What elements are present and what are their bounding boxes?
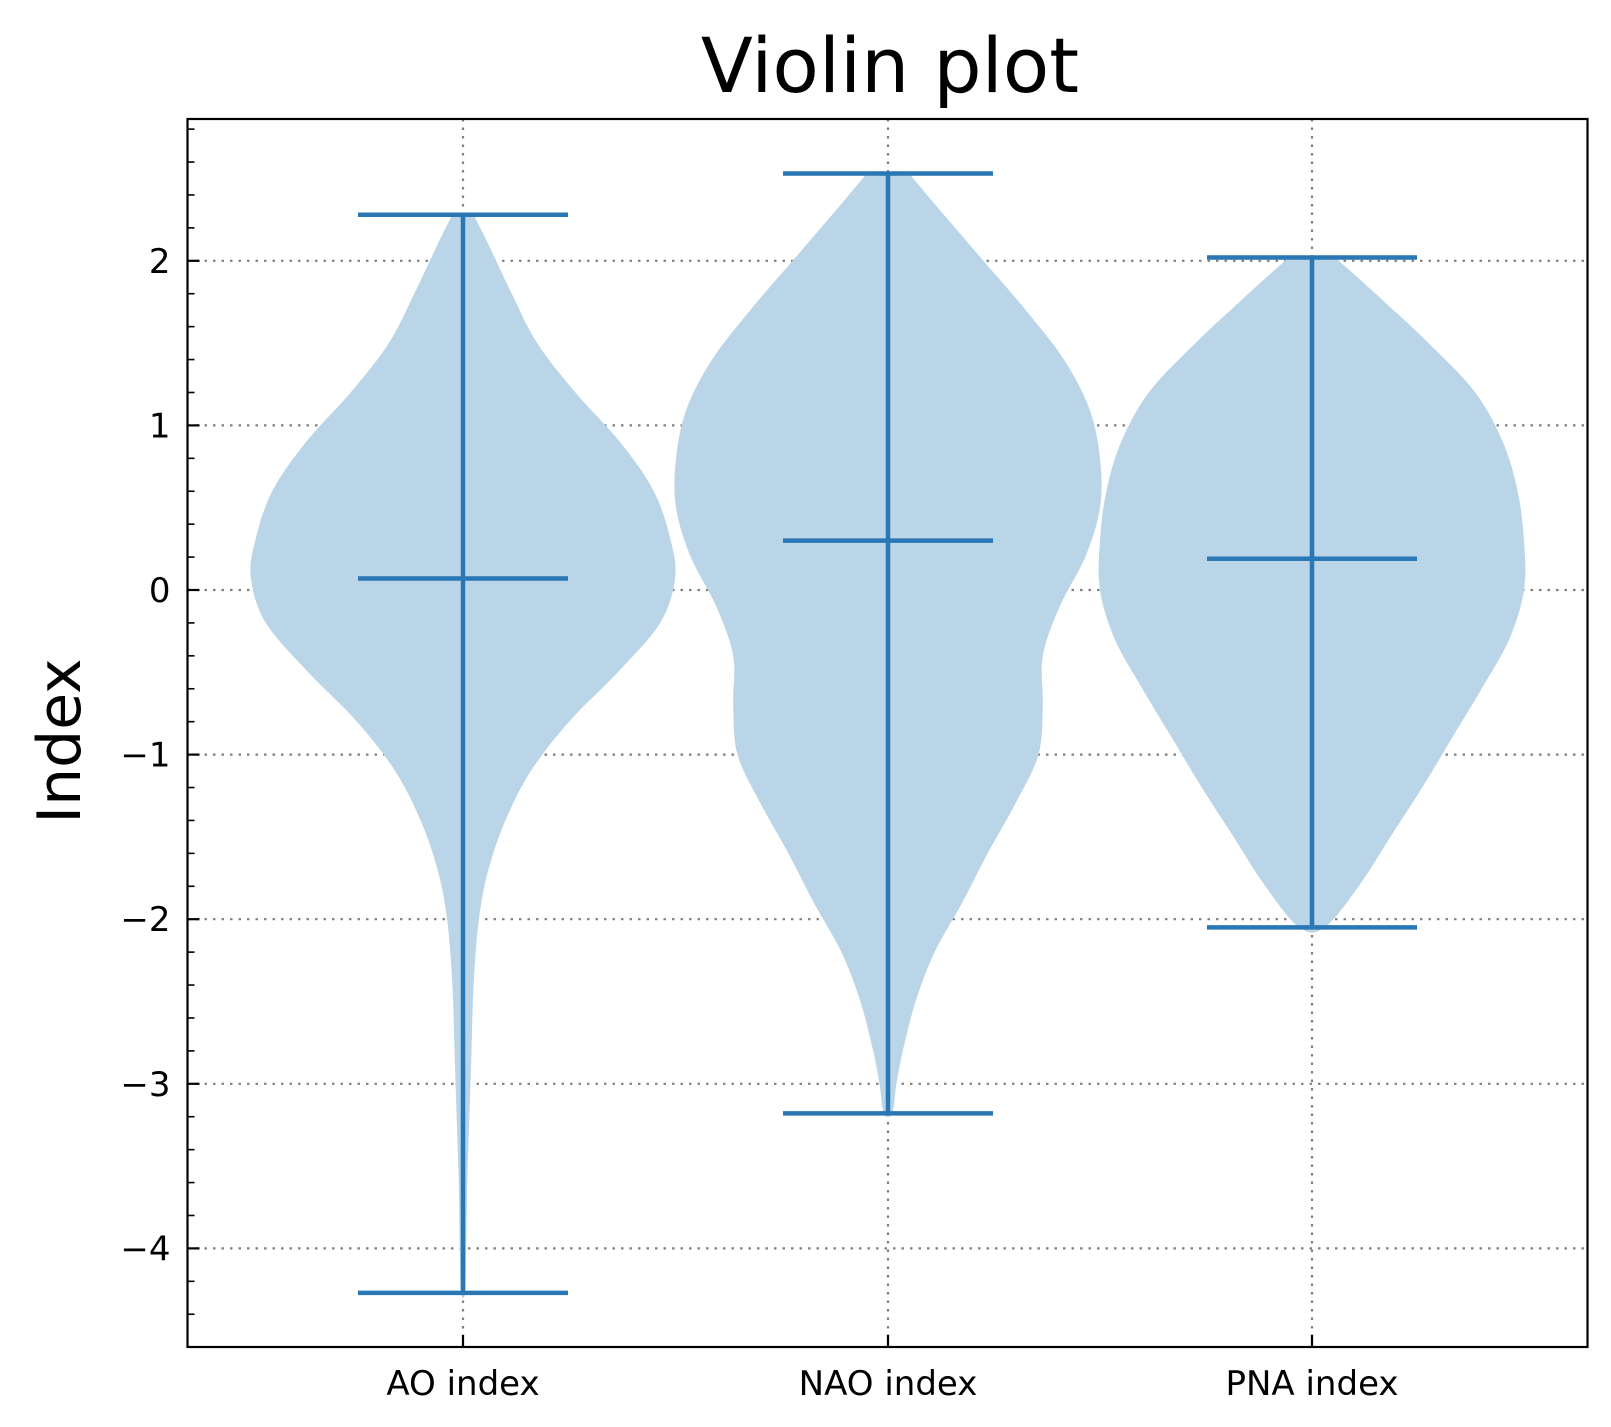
y-tick-label: 0 (149, 571, 171, 611)
chart-title: Violin plot (701, 21, 1079, 110)
plot-frame (186, 117, 1589, 1349)
y-tick-label: −1 (120, 736, 170, 776)
tick-layer: −4 −3 −2 −1 0 1 2 AO index NAO index PNA index (120, 128, 1399, 1404)
x-tick-label: AO index (386, 1364, 539, 1404)
y-tick-label: 1 (149, 406, 171, 446)
y-tick-label: −4 (120, 1229, 170, 1269)
y-tick-label: −3 (120, 1065, 170, 1105)
y-tick-label: −2 (120, 900, 170, 940)
stats-layer (358, 171, 1417, 1296)
y-tick-label: 2 (149, 242, 171, 282)
x-tick-label: NAO index (799, 1364, 978, 1404)
y-axis-label: Index (25, 658, 95, 823)
x-tick-label: PNA index (1225, 1364, 1398, 1404)
